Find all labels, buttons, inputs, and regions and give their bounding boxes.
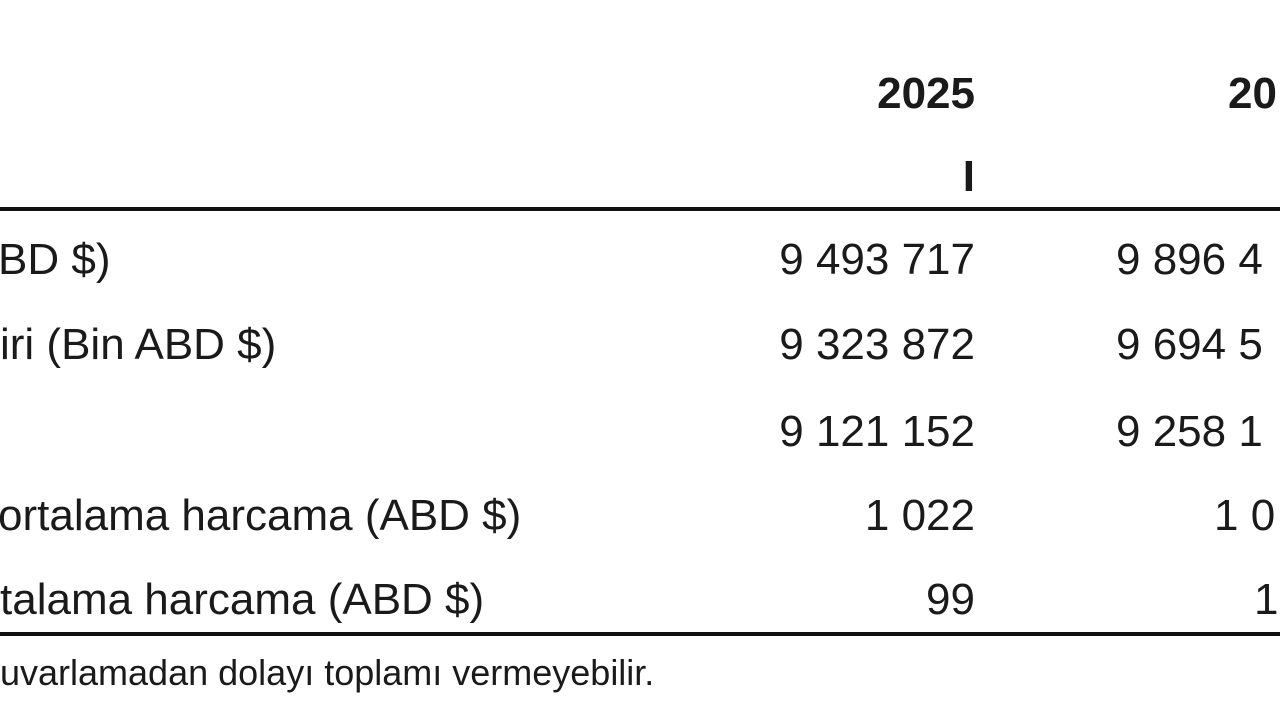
table-top-rule	[0, 207, 1280, 211]
row-value-2: 9 694 5	[1116, 320, 1263, 369]
row-value-1: 9 493 717	[779, 235, 975, 284]
table-row: 9 121 152 9 258 1	[0, 410, 1280, 494]
row-value-1: 9 323 872	[779, 320, 975, 369]
row-value-1: 9 121 152	[779, 407, 975, 456]
table-row: BD $) 9 493 717 9 896 4	[0, 238, 1280, 322]
row-value-1: 1 022	[864, 491, 975, 540]
table-bottom-rule	[0, 632, 1280, 636]
row-value-2: 9 258 1	[1116, 407, 1263, 456]
row-label: BD $)	[0, 235, 111, 284]
table-row: talama harcama (ABD $) 99 1	[0, 578, 1280, 662]
row-value-2: 9 896 4	[1116, 235, 1263, 284]
table-row: iri (Bin ABD $) 9 323 872 9 694 5	[0, 323, 1280, 407]
column-header-year-1: 2025	[877, 69, 975, 118]
row-value-2: 1	[1254, 575, 1279, 624]
row-label: talama harcama (ABD $)	[0, 575, 485, 624]
table-footnote: uvarlamadan dolayı toplamı vermeyebilir.	[0, 652, 655, 693]
row-label: ortalama harcama (ABD $)	[0, 491, 522, 540]
row-value-1: 99	[926, 575, 975, 624]
row-label: iri (Bin ABD $)	[0, 320, 277, 369]
column-header-year-2: 20	[1228, 69, 1277, 118]
column-header-quarter-1: I	[962, 152, 975, 201]
table-row: ortalama harcama (ABD $) 1 022 1 0	[0, 494, 1280, 578]
row-value-2: 1 0	[1214, 491, 1276, 540]
